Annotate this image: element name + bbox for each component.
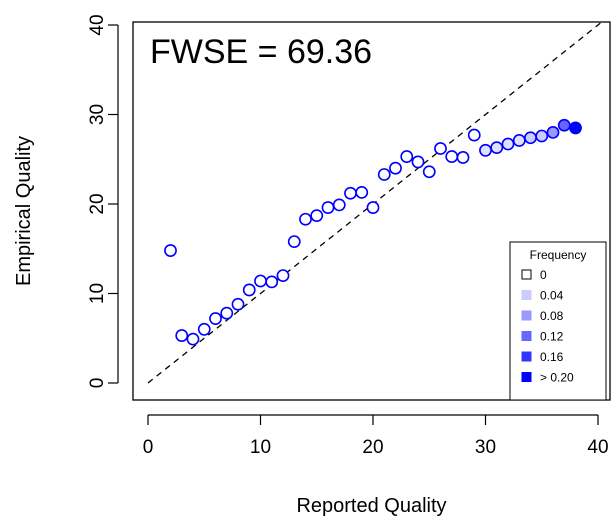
data-point xyxy=(377,168,391,181)
legend-entry-label: 0.04 xyxy=(540,289,564,303)
legend-swatch xyxy=(521,269,532,280)
data-point xyxy=(299,212,312,226)
data-point xyxy=(535,129,549,143)
legend-items: 0 0.04 0.08 0.12 0.16 > 0.20 xyxy=(521,268,574,385)
data-point xyxy=(512,134,526,147)
legend-swatch xyxy=(521,331,532,341)
data-point xyxy=(445,150,459,163)
y-tick-label: 0 xyxy=(87,378,108,389)
x-tick-label: 10 xyxy=(250,437,271,458)
x-axis: 0 10 20 30 40 xyxy=(143,414,609,458)
legend-entry-label: 0 xyxy=(540,268,547,282)
data-point xyxy=(276,269,290,282)
data-point xyxy=(231,297,245,311)
data-point xyxy=(164,244,177,257)
data-point xyxy=(422,165,436,179)
legend: Frequency 0 0.04 0.08 0.12 0.16 > 0.20 xyxy=(509,241,607,401)
y-tick-label: 20 xyxy=(87,193,108,214)
data-point xyxy=(411,155,425,169)
x-tick-label: 0 xyxy=(143,437,154,458)
x-tick-label: 20 xyxy=(362,437,383,458)
legend-swatch xyxy=(521,372,532,382)
data-point xyxy=(479,143,492,157)
data-point xyxy=(287,235,301,248)
data-point xyxy=(400,150,414,163)
data-point xyxy=(355,185,369,199)
data-point xyxy=(254,274,267,288)
data-point xyxy=(310,209,324,223)
data-point xyxy=(220,306,234,320)
data-point xyxy=(321,201,335,214)
data-point xyxy=(490,141,504,155)
data-point xyxy=(557,118,571,132)
y-axis-label: Empirical Quality xyxy=(13,136,35,286)
legend-entry-label: 0.16 xyxy=(540,350,564,364)
data-point xyxy=(467,128,481,142)
fwse-annotation: FWSE = 69.36 xyxy=(150,33,372,71)
data-point xyxy=(242,283,256,297)
data-point xyxy=(344,186,357,200)
data-point xyxy=(501,137,515,151)
data-point xyxy=(524,131,537,145)
x-tick-label: 40 xyxy=(587,437,608,458)
data-point xyxy=(456,151,470,164)
data-point xyxy=(366,201,380,214)
data-point xyxy=(197,322,211,336)
data-point xyxy=(209,312,222,325)
data-point xyxy=(175,329,189,342)
legend-swatch xyxy=(521,351,532,362)
data-point xyxy=(569,121,582,135)
data-point xyxy=(546,125,560,139)
data-point xyxy=(265,275,279,289)
y-tick-label: 30 xyxy=(87,104,108,125)
data-point xyxy=(186,332,200,346)
data-points xyxy=(164,118,582,346)
legend-entry-label: 0.08 xyxy=(540,309,564,323)
legend-swatch xyxy=(521,310,532,321)
legend-title: Frequency xyxy=(530,248,587,262)
data-point xyxy=(434,142,447,155)
y-tick-label: 10 xyxy=(87,283,108,304)
x-axis-label: Reported Quality xyxy=(296,495,446,517)
legend-swatch xyxy=(521,290,532,300)
legend-entry-label: 0.12 xyxy=(540,330,564,344)
plot-frame xyxy=(132,21,611,401)
data-point xyxy=(332,198,346,212)
legend-entry-label: > 0.20 xyxy=(540,371,574,385)
x-tick-label: 30 xyxy=(475,437,496,458)
data-point xyxy=(389,161,402,175)
y-tick-label: 40 xyxy=(87,14,108,35)
y-axis: 0 10 20 30 40 xyxy=(87,14,119,389)
